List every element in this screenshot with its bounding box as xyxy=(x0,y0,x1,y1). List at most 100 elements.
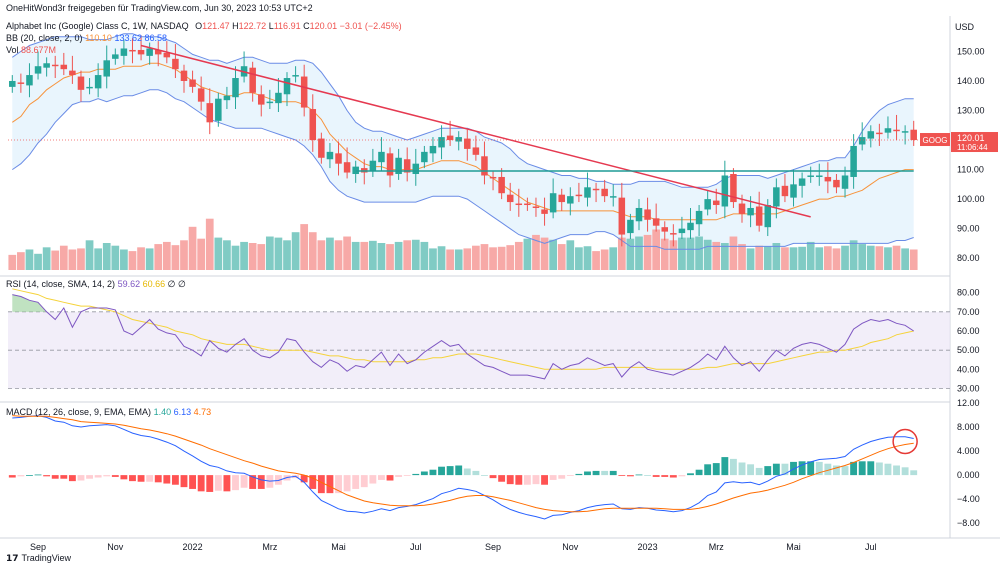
volume-bar xyxy=(145,248,154,270)
volume-bar xyxy=(695,236,703,270)
macd-signal-value: 4.73 xyxy=(193,407,212,417)
volume-bar xyxy=(360,241,369,270)
candle-body xyxy=(386,153,394,176)
macd-histogram-bar xyxy=(781,463,789,476)
volume-bar xyxy=(223,240,231,270)
macd-histogram-bar xyxy=(129,475,136,482)
candle-body xyxy=(378,151,385,163)
tradingview-mark-icon: 𝟭𝟳 xyxy=(6,553,19,563)
macd-histogram-bar xyxy=(858,461,866,476)
volume-bar xyxy=(68,249,77,270)
price-tag-value: 120.01 xyxy=(957,133,985,143)
candle-body xyxy=(43,63,50,68)
macd-histogram-bar xyxy=(481,475,488,476)
volume-bar xyxy=(720,243,729,270)
time-axis-tick: Mai xyxy=(786,542,801,552)
candle-body xyxy=(910,129,917,141)
macd-histogram-bar xyxy=(369,475,377,484)
volume-bar xyxy=(454,249,463,270)
candle-body xyxy=(781,185,789,197)
candle-body xyxy=(180,70,188,81)
currency-label[interactable]: USD xyxy=(955,22,975,32)
candle-body xyxy=(712,200,720,206)
volume-bar xyxy=(866,245,875,270)
volume-bar xyxy=(609,247,618,270)
macd-histogram-bar xyxy=(240,475,248,488)
time-axis-tick: Jul xyxy=(865,542,877,552)
macd-histogram-bar xyxy=(326,475,334,494)
volume-bar xyxy=(171,245,180,270)
candle-body xyxy=(841,175,849,189)
macd-histogram-bar xyxy=(566,475,574,476)
ohlc-high-label: H xyxy=(232,21,239,31)
candle-body xyxy=(215,98,222,121)
volume-bar xyxy=(884,247,892,270)
volume-bar xyxy=(351,241,360,270)
macd-histogram-bar xyxy=(695,469,703,476)
candle-body xyxy=(601,188,608,197)
candle-body xyxy=(730,174,737,203)
volume-bar xyxy=(798,246,806,270)
macd-axis-tick: 4.000 xyxy=(957,446,980,456)
volume-bar xyxy=(188,226,197,270)
macd-histogram-bar xyxy=(420,471,428,476)
macd-histogram-bar xyxy=(841,466,849,476)
candle-body xyxy=(232,78,239,98)
candle-body xyxy=(103,60,110,77)
bb-upper-value: 133.62 xyxy=(114,33,142,43)
macd-histogram-bar xyxy=(626,475,634,477)
macd-histogram-bar xyxy=(378,475,385,480)
ohlc-low-label: L xyxy=(268,21,274,31)
macd-histogram-bar xyxy=(300,475,308,483)
macd-axis-tick: −8.00 xyxy=(957,518,980,528)
publisher-line: OneHitWond3r freigegeben für TradingView… xyxy=(6,3,313,13)
rsi-legend: RSI (14, close, SMA, 14, 2) 59.62 60.66 … xyxy=(6,279,186,290)
rsi-axis-tick: 30.00 xyxy=(957,384,980,394)
volume-bar xyxy=(300,224,309,270)
macd-histogram-bar xyxy=(386,475,394,481)
volume-bar xyxy=(59,245,68,270)
volume-bar xyxy=(669,240,678,270)
candle-body xyxy=(395,157,402,175)
price-tag xyxy=(951,132,998,153)
candle-body xyxy=(721,175,729,207)
bb-basis-value: 110.10 xyxy=(85,33,112,43)
macd-histogram-bar xyxy=(412,473,420,476)
volume-bar xyxy=(386,244,394,270)
candle-body xyxy=(764,205,772,228)
volume-bar xyxy=(566,240,575,270)
rsi-line xyxy=(12,294,914,380)
rsi-overbought-fill xyxy=(12,294,56,312)
volume-bar xyxy=(600,249,609,270)
candle-body xyxy=(206,103,214,123)
macd-histogram-bar xyxy=(824,463,832,476)
macd-histogram-bar xyxy=(893,465,900,476)
macd-histogram-bar xyxy=(592,470,600,476)
candle-body xyxy=(446,135,454,141)
candle-body xyxy=(704,199,711,210)
volume-bar xyxy=(394,241,403,270)
candle-body xyxy=(661,227,669,232)
macd-histogram-bar xyxy=(669,475,677,478)
macd-histogram-bar xyxy=(189,475,197,489)
volume-bar xyxy=(368,240,377,270)
candle-body xyxy=(69,70,76,76)
vol-legend: Vol 88.677M xyxy=(6,45,56,55)
volume-bar xyxy=(94,248,103,270)
volume-bar xyxy=(205,218,214,270)
candle-body xyxy=(335,153,342,164)
ohlc-open: 121.47 xyxy=(202,21,230,31)
candle-body xyxy=(300,76,308,108)
macd-histogram-bar xyxy=(77,475,85,481)
candle-body xyxy=(489,176,497,179)
macd-histogram-bar xyxy=(111,475,119,477)
tradingview-logo[interactable]: 𝟭𝟳 TradingView xyxy=(6,553,71,564)
candle-body xyxy=(515,203,523,206)
ohlc-close-label: C xyxy=(303,21,310,31)
macd-histogram-bar xyxy=(772,463,780,476)
candle-body xyxy=(532,206,540,208)
symbol-title: Alphabet Inc (Google) Class C, 1W, NASDA… xyxy=(6,21,189,31)
vol-value: 88.677M xyxy=(21,45,57,55)
macd-signal-line xyxy=(12,415,914,513)
